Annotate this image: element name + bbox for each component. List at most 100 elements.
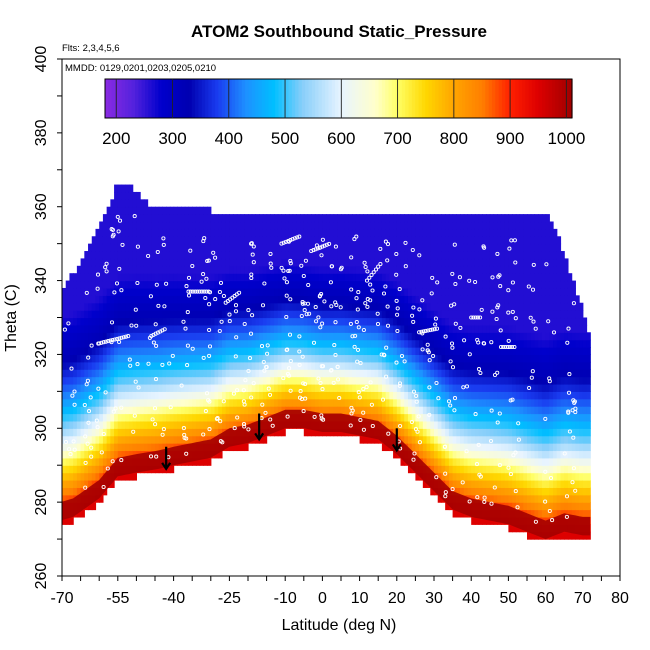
heatmap-cell [88, 420, 93, 429]
heatmap-cell [504, 428, 509, 437]
heatmap-cell [73, 413, 78, 422]
heatmap-cell [508, 369, 513, 378]
heatmap-cell [545, 221, 550, 230]
heatmap-cell [437, 228, 443, 237]
heatmap-cell [474, 457, 480, 466]
heatmap-cell [482, 302, 487, 311]
heatmap-cell [407, 361, 413, 370]
heatmap-cell [448, 265, 454, 274]
heatmap-cell [270, 347, 275, 356]
heatmap-cell [80, 273, 85, 282]
heatmap-cell [277, 339, 283, 348]
heatmap-cell [158, 317, 164, 326]
heatmap-cell [266, 354, 271, 363]
heatmap-cell [564, 332, 569, 341]
heatmap-cell [65, 443, 71, 452]
heatmap-cell [169, 443, 175, 452]
heatmap-cell [255, 287, 260, 296]
heatmap-cell [47, 473, 51, 481]
heatmap-cell [326, 376, 331, 385]
heatmap-cell [430, 487, 435, 496]
heatmap-cell [47, 391, 51, 399]
heatmap-cell [422, 228, 428, 237]
heatmap-cell [84, 428, 89, 437]
heatmap-cell [102, 413, 108, 422]
heatmap-cell [396, 398, 402, 407]
heatmap-cell [314, 347, 320, 356]
heatmap-cell [214, 243, 219, 252]
heatmap-cell [318, 236, 323, 245]
heatmap-cell [248, 361, 253, 370]
heatmap-cell [225, 420, 230, 429]
heatmap-cell [467, 413, 472, 422]
heatmap-cell [255, 406, 260, 415]
heatmap-cell [251, 243, 257, 252]
heatmap-cell [76, 509, 82, 518]
heatmap-cell [192, 383, 197, 392]
heatmap-cell [47, 480, 51, 488]
heatmap-cell [155, 324, 160, 333]
heatmap-cell [556, 479, 562, 488]
heatmap-cell [344, 398, 350, 407]
heatmap-cell [463, 361, 469, 370]
heatmap-cell [262, 376, 268, 385]
heatmap-cell [166, 221, 171, 230]
heatmap-cell [128, 310, 134, 319]
heatmap-cell [508, 295, 513, 304]
heatmap-cell [99, 443, 104, 452]
heatmap-cell [55, 414, 59, 422]
heatmap-cell [564, 376, 569, 385]
heatmap-cell [162, 398, 167, 407]
heatmap-cell [381, 383, 387, 392]
heatmap-cell [411, 317, 416, 326]
heatmap-cell [214, 214, 219, 223]
heatmap-cell [121, 191, 126, 200]
heatmap-cell [80, 302, 85, 311]
heatmap-cell [370, 295, 376, 304]
heatmap-cell [389, 406, 394, 415]
heatmap-cell [110, 420, 115, 429]
heatmap-cell [99, 420, 104, 429]
heatmap-cell [128, 228, 134, 237]
heatmap-cell [381, 347, 387, 356]
heatmap-cell [166, 295, 171, 304]
heatmap-cell [166, 428, 171, 437]
heatmap-cell [184, 361, 190, 370]
heatmap-cell [389, 332, 394, 341]
heatmap-cell [341, 361, 346, 370]
heatmap-cell [545, 450, 550, 459]
heatmap-cell [292, 391, 297, 400]
heatmap-cell [158, 258, 164, 267]
heatmap-cell [452, 383, 457, 392]
heatmap-cell [55, 369, 59, 377]
heatmap-cell [51, 340, 55, 348]
heatmap-cell [422, 376, 428, 385]
heatmap-cell [143, 310, 149, 319]
heatmap-cell [426, 398, 431, 407]
heatmap-cell [199, 258, 204, 267]
heatmap-cell [140, 339, 145, 348]
heatmap-cell [207, 361, 212, 370]
heatmap-cell [140, 280, 145, 289]
heatmap-cell [95, 228, 100, 237]
heatmap-cell [333, 347, 338, 356]
heatmap-cell [378, 265, 383, 274]
heatmap-cell [471, 398, 476, 407]
heatmap-cell [426, 428, 431, 437]
heatmap-cell [106, 243, 111, 252]
heatmap-cell [348, 361, 353, 370]
heatmap-cell [471, 302, 476, 311]
heatmap-cell [132, 228, 137, 237]
heatmap-cell [300, 376, 305, 385]
heatmap-cell [504, 450, 509, 459]
heatmap-cell [467, 221, 472, 230]
heatmap-cell [266, 383, 271, 392]
heatmap-cell [538, 354, 543, 363]
heatmap-cell [497, 472, 502, 481]
heatmap-cell [541, 420, 547, 429]
heatmap-cell [549, 310, 554, 319]
heatmap-cell [393, 420, 398, 429]
heatmap-cell [486, 406, 491, 415]
heatmap-cell [248, 221, 253, 230]
heatmap-cell [508, 420, 513, 429]
